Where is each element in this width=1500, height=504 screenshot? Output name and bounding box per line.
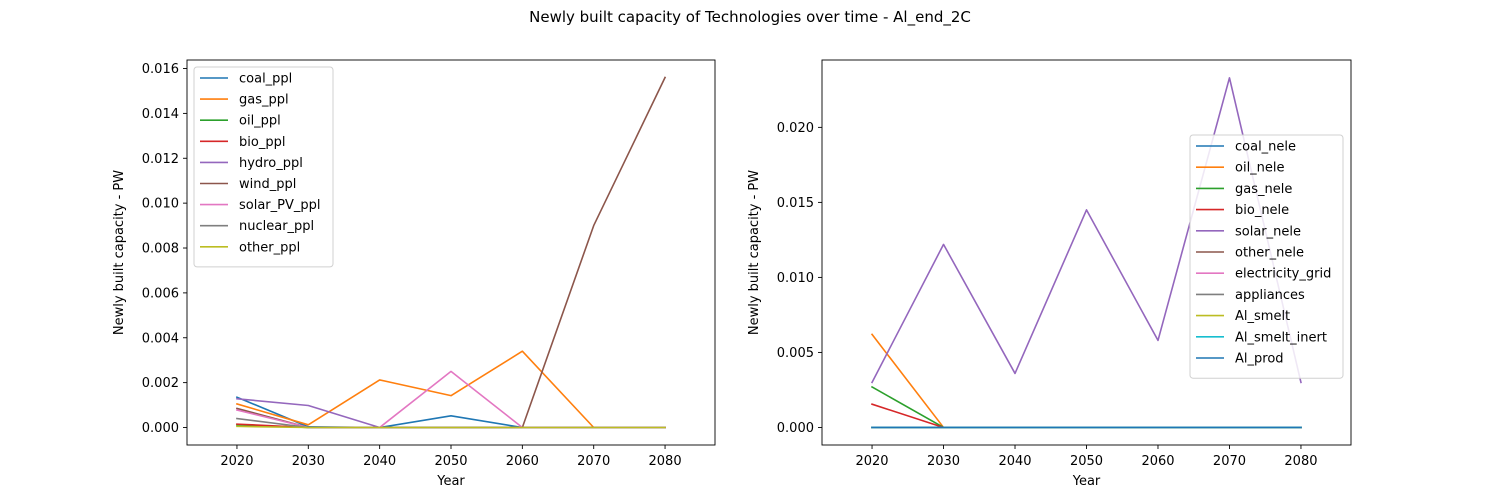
y-tick-label: 0.016 [142,62,179,77]
y-tick-label: 0.020 [777,121,814,136]
y-tick-label: 0.005 [777,346,814,361]
legend-label: appliances [1235,288,1305,303]
legend-box [1189,134,1344,379]
y-tick-label: 0.004 [142,331,179,346]
legend-label: bio_nele [1235,203,1289,218]
subplot-2: 2020 2030 2040 2050 2060 2070 2080 0.000 0.005 0.… [747,59,1352,489]
x-tick-label: 2080 [649,454,682,469]
y-tick-label: 0.000 [142,421,179,436]
legend-label: Al_smelt [1235,309,1290,324]
series-line-gas_nele [870,385,1302,429]
series-line-other_ppl [236,425,666,429]
y-tick-label: 0.010 [777,271,814,286]
legend-label: bio_ppl [239,135,285,150]
y-axis-label: Newly built capacity - PW [112,170,127,335]
y-tick-label: 0.010 [142,197,179,212]
series-line-solar_nele [870,77,1302,384]
subplot-1: 2020 2030 2040 2050 2060 2070 2080 0.000 0.002 0.… [112,59,716,489]
y-tick-label: 0.015 [777,196,814,211]
y-tick-label: 0.000 [777,421,814,436]
legend-label: wind_ppl [239,177,296,192]
legend: coal_nele oil_nele gas_nele bio_nele solar_n… [1189,134,1344,379]
y-tick-label: 0.006 [142,286,179,301]
x-axis-label: Year [1072,474,1101,489]
legend-label: coal_ppl [239,72,292,87]
legend-label: Al_prod [1235,352,1284,367]
y-axis-label: Newly built capacity - PW [747,170,762,335]
series-line-solar_PV_ppl [235,370,666,429]
y-tick-label: 0.014 [142,107,179,122]
x-tick-label: 2030 [292,454,325,469]
legend-label: gas_nele [1235,182,1292,197]
x-tick-label: 2050 [1070,454,1103,469]
x-tick-label: 2050 [434,454,467,469]
legend-label: coal_nele [1235,140,1296,155]
legend-box [193,66,334,268]
x-tick-label: 2060 [506,454,539,469]
legend-label: oil_ppl [239,114,281,129]
y-tick-label: 0.008 [142,242,179,257]
x-tick-label: 2060 [1141,454,1174,469]
legend-label: nuclear_ppl [239,219,314,234]
x-tick-label: 2040 [363,454,396,469]
legend-label: solar_nele [1235,224,1301,239]
figure-title: Newly built capacity of Technologies ove… [529,8,971,27]
legend-label: solar_PV_ppl [239,198,321,213]
x-tick-label: 2070 [577,454,610,469]
x-tick-label: 2030 [927,454,960,469]
x-tick-label: 2020 [855,454,888,469]
y-tick-label: 0.002 [142,376,179,391]
x-tick-label: 2070 [1213,454,1246,469]
legend-label: other_nele [1235,246,1304,261]
legend-label: electricity_grid [1235,267,1331,282]
x-tick-label: 2080 [1284,454,1317,469]
legend-label: Al_smelt_inert [1235,330,1327,345]
x-tick-label: 2040 [998,454,1031,469]
legend: coal_ppl gas_ppl oil_ppl bio_ppl hydro_pplwi… [193,66,334,268]
legend-label: gas_ppl [239,93,289,108]
legend-label: other_ppl [239,240,300,255]
y-tick-label: 0.012 [142,152,179,167]
legend-label: oil_nele [1235,161,1285,176]
x-tick-label: 2020 [220,454,253,469]
x-axis-label: Year [436,474,465,489]
legend-label: hydro_ppl [239,156,303,171]
